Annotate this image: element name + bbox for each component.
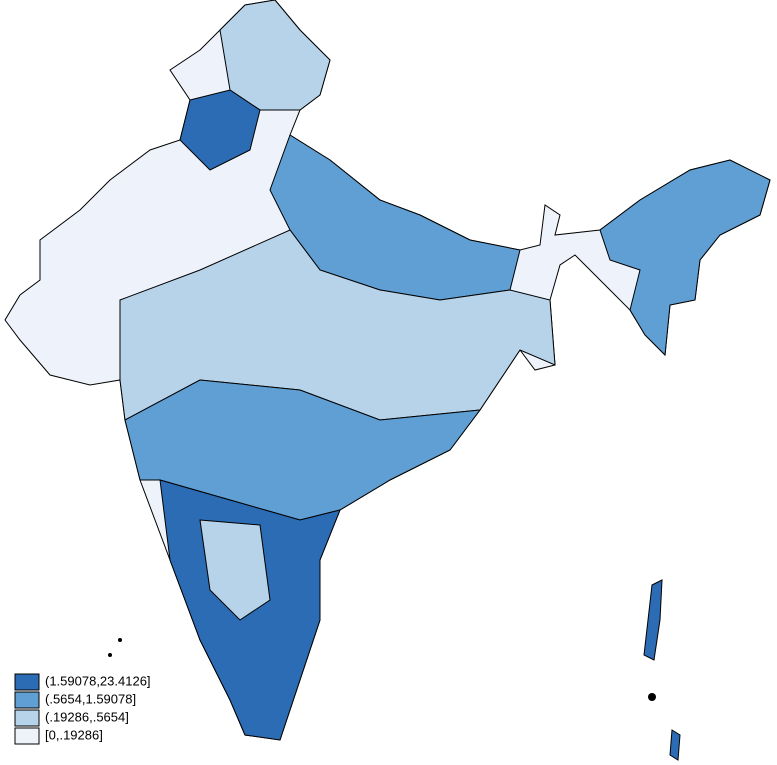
island — [643, 579, 663, 661]
region-north — [219, 0, 331, 111]
island — [118, 638, 122, 642]
legend-swatch — [14, 709, 40, 727]
legend: (1.59078,23.4126] (.5654,1.59078] (.19286,… — [14, 673, 151, 745]
island — [669, 729, 681, 761]
region-punjab — [179, 89, 261, 171]
region-northeast — [599, 159, 771, 357]
legend-swatch — [14, 727, 40, 745]
legend-label: (.5654,1.59078] — [45, 691, 136, 706]
legend-label: (1.59078,23.4126] — [45, 673, 151, 688]
legend-label: (.19286,.5654] — [45, 709, 129, 724]
india-map — [4, 0, 771, 761]
island — [648, 693, 656, 701]
legend-label: [0,.19286] — [45, 727, 103, 742]
legend-swatch — [14, 691, 40, 709]
island — [108, 653, 112, 657]
legend-swatch — [14, 673, 40, 691]
region-interior-south — [199, 519, 271, 621]
